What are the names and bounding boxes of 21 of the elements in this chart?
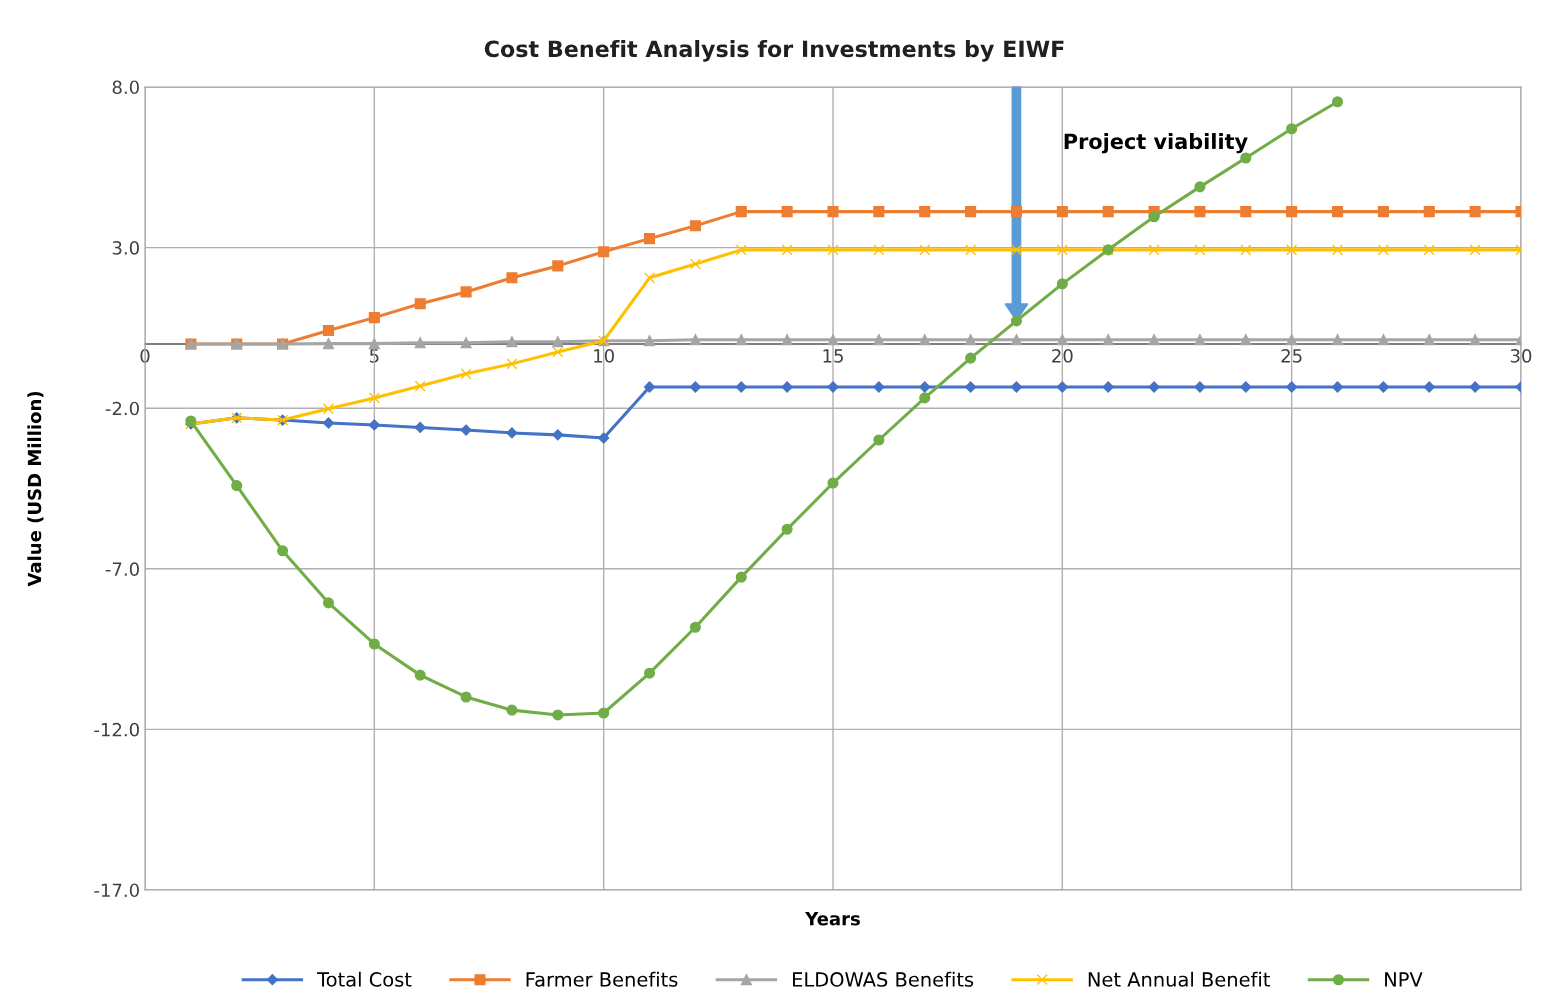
chart-title: Cost Benefit Analysis for Investments by EIWF [484,40,1064,62]
legend-label: Farmer Benefits [526,971,678,987]
legend-label: NPV [1385,972,1423,987]
legend-label: Total Cost [317,971,412,987]
x-tick-label: 10 [594,349,614,363]
x-axis-title: Years [805,912,860,926]
y-tick-label: 8.0 [112,80,139,95]
y-tick-label: 3.0 [112,241,139,255]
y-tick-label: -2.0 [105,401,139,416]
y-tick-label: -7.0 [105,562,139,576]
legend-label: Net Annual Benefit [1088,971,1270,987]
y-tick-label: -12.0 [94,722,139,737]
annotation: Project viability [1064,133,1248,154]
y-axis-title: Value (USD Million) [27,391,44,587]
x-tick-label: 0 [140,349,150,363]
x-tick-label: 30 [1510,349,1532,363]
legend-label: ELDOWAS Benefits [793,971,974,987]
x-tick-label: 25 [1281,349,1302,363]
y-tick-label: -17.0 [94,883,139,898]
x-tick-label: 15 [823,349,843,363]
x-tick-label: 20 [1052,349,1073,363]
